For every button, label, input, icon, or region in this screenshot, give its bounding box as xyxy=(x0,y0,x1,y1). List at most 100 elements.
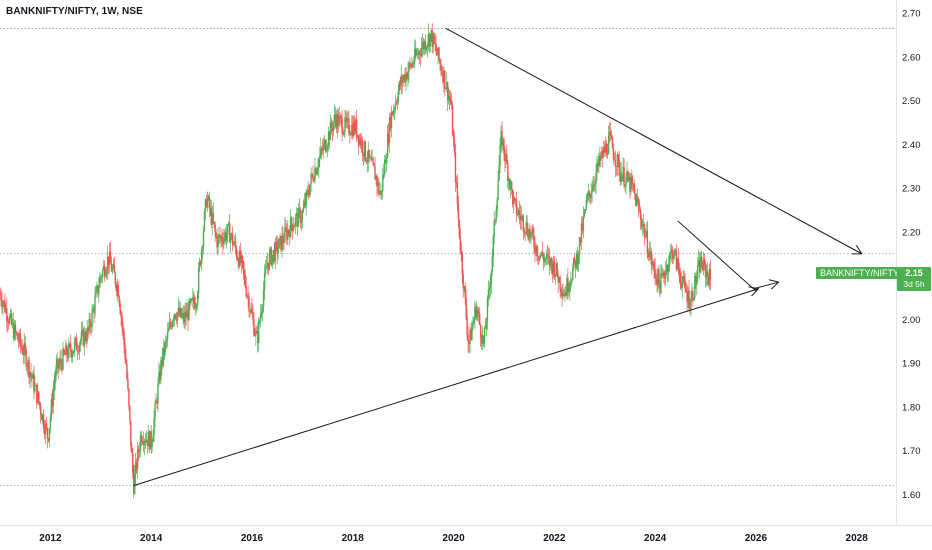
candle-body xyxy=(657,269,659,286)
candle-body xyxy=(362,153,365,157)
last-price-label: 2.15 3d 5h xyxy=(897,267,931,291)
candle-body xyxy=(589,194,591,198)
candle-body xyxy=(5,308,7,312)
candle-body xyxy=(527,234,529,240)
candle-body xyxy=(146,439,149,446)
candle-body xyxy=(416,53,418,56)
candle-body xyxy=(667,265,669,273)
candle-body xyxy=(374,166,376,180)
y-tick-label: 1.60 xyxy=(902,490,921,501)
candle-body xyxy=(463,285,465,289)
candle-body xyxy=(387,133,390,143)
candle-body xyxy=(167,328,170,332)
candle-body xyxy=(189,301,191,304)
candle-body xyxy=(74,337,77,342)
candle-body xyxy=(193,297,195,303)
candle-body xyxy=(280,235,282,251)
candle-body xyxy=(292,226,295,231)
candle-body xyxy=(270,248,273,266)
candle-body xyxy=(95,290,97,297)
candle-body xyxy=(52,390,55,407)
candle-body xyxy=(615,166,618,167)
candle-body xyxy=(155,400,157,403)
candle-body xyxy=(333,114,336,123)
candle-body xyxy=(170,324,173,328)
candle-body xyxy=(388,117,391,143)
candle-body xyxy=(130,420,132,446)
candle-body xyxy=(508,179,510,181)
candle-body xyxy=(376,175,378,187)
candle-body xyxy=(16,333,19,340)
candle-body xyxy=(482,335,485,344)
candle-body xyxy=(477,309,479,313)
candle-body xyxy=(140,435,143,442)
candle-body xyxy=(6,308,8,321)
candle-body xyxy=(47,438,50,441)
candle-body xyxy=(278,238,280,249)
candle-body xyxy=(277,248,279,254)
candle-body xyxy=(336,114,338,129)
candle-body xyxy=(141,441,144,443)
candle-body xyxy=(304,201,306,206)
candle-body xyxy=(404,74,406,83)
candle-body xyxy=(583,211,586,217)
candle-body xyxy=(486,298,489,322)
candle-body xyxy=(577,254,580,265)
candle-body xyxy=(119,303,121,314)
candle-body xyxy=(25,349,27,368)
candle-body xyxy=(573,257,576,261)
candle-body xyxy=(240,255,243,264)
candle-body xyxy=(32,373,34,379)
candle-body xyxy=(426,44,429,48)
candle-body xyxy=(165,340,167,344)
candle-body xyxy=(450,103,453,106)
candle-body xyxy=(446,82,448,89)
candle-body xyxy=(428,34,431,47)
candle-body xyxy=(57,359,59,369)
candle-body xyxy=(683,275,685,281)
candle-body xyxy=(316,170,318,175)
candle-body xyxy=(286,229,288,240)
candle-body xyxy=(442,73,444,83)
candle-body xyxy=(515,199,518,215)
y-tick-label: 2.30 xyxy=(902,184,921,195)
candle-body xyxy=(103,265,106,277)
candle-body xyxy=(631,176,633,184)
candle-body xyxy=(430,30,432,35)
candle-body xyxy=(210,207,212,225)
candle-body xyxy=(350,134,352,136)
candle-body xyxy=(56,359,58,365)
candle-body xyxy=(341,118,343,134)
candle-body xyxy=(580,223,583,243)
candle-body xyxy=(478,312,480,314)
candle-body xyxy=(509,179,511,189)
candle-body xyxy=(605,144,608,154)
candle-body xyxy=(424,41,427,51)
candle-body xyxy=(151,441,153,448)
candle-body xyxy=(287,229,289,240)
candle-body xyxy=(416,53,419,55)
candle-body xyxy=(541,251,544,257)
candle-body xyxy=(510,181,512,189)
candle-body xyxy=(67,355,69,358)
candle-body xyxy=(300,219,303,224)
candle-body xyxy=(581,223,584,231)
candle-body xyxy=(357,135,360,145)
candle-body xyxy=(114,272,117,285)
candle-body xyxy=(536,245,538,257)
candle-body xyxy=(688,290,690,309)
candle-body xyxy=(472,323,474,328)
bar-countdown: 3d 5h xyxy=(903,279,925,289)
candle-body xyxy=(337,114,339,126)
candle-body xyxy=(397,91,400,103)
candle-body xyxy=(161,360,163,366)
candle-body xyxy=(507,163,509,181)
candle-body xyxy=(468,341,470,345)
candle-body xyxy=(364,141,367,160)
candle-body xyxy=(600,155,602,162)
candle-body xyxy=(177,307,180,314)
candle-body xyxy=(635,194,637,206)
candle-body xyxy=(361,140,364,154)
candle-body xyxy=(338,116,340,126)
